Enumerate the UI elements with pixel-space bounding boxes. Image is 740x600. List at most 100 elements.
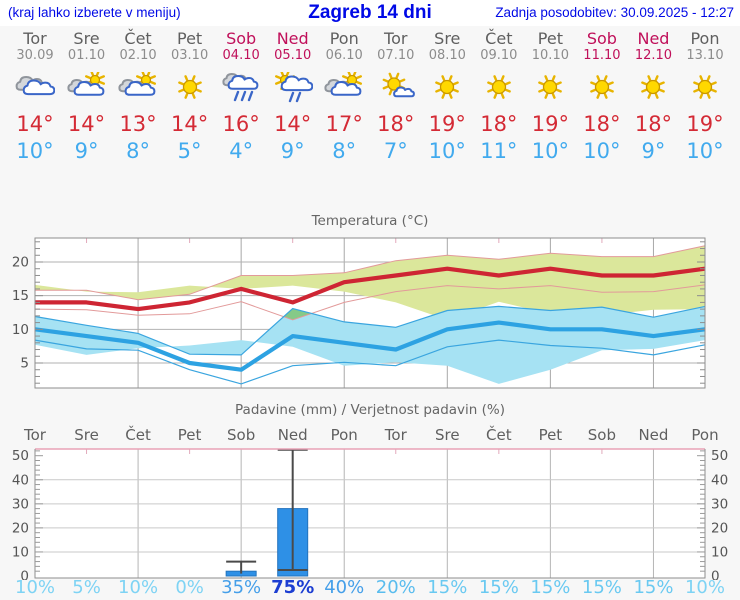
- precip-day-label: Pet: [538, 426, 563, 444]
- svg-text:0: 0: [20, 569, 29, 581]
- day-name: Ned: [276, 29, 309, 48]
- day-column: Čet 09.10 18° 11°: [471, 30, 527, 166]
- day-min-temp: 10°: [583, 139, 621, 163]
- svg-text:20: 20: [12, 520, 29, 536]
- precip-day-label: Sre: [74, 426, 99, 444]
- sun-rain-icon: [265, 70, 321, 103]
- precip-probability: 10%: [684, 577, 725, 598]
- day-name: Čet: [485, 29, 513, 48]
- precip-probability: 10%: [14, 577, 56, 598]
- cloud-icon: [7, 72, 63, 103]
- svg-text:10: 10: [711, 544, 728, 560]
- precip-probability: 15%: [530, 577, 571, 598]
- day-date: 10.10: [531, 48, 569, 63]
- svg-text:10: 10: [12, 544, 29, 560]
- sun-cloud-icon: [316, 70, 372, 103]
- svg-text:5: 5: [20, 355, 29, 371]
- precip-day-label: Tor: [384, 426, 407, 444]
- precip-day-label: Sob: [227, 426, 256, 444]
- day-date: 11.10: [583, 48, 621, 63]
- day-name: Tor: [384, 29, 408, 48]
- day-max-temp: 14°: [170, 112, 209, 136]
- day-min-temp: 10°: [428, 139, 466, 163]
- svg-text:15: 15: [12, 288, 29, 304]
- day-min-temp: 9°: [74, 139, 99, 163]
- precip-day-label: Pon: [330, 426, 358, 444]
- day-min-temp: 8°: [332, 139, 357, 163]
- day-column: Sre 08.10 19° 10°: [419, 30, 475, 166]
- day-column: Tor 07.10 18° 7°: [368, 30, 424, 166]
- svg-text:40: 40: [711, 472, 728, 488]
- sun-icon: [625, 72, 681, 103]
- precip-day-label: Ned: [277, 426, 308, 444]
- temperature-chart: 5 10 15 20: [12, 237, 706, 389]
- day-name: Čet: [124, 29, 152, 48]
- day-column: Ned 05.10 14° 9°: [265, 30, 321, 166]
- day-date: 12.10: [634, 48, 673, 63]
- day-name: Pon: [690, 29, 720, 48]
- day-name: Pet: [177, 29, 203, 48]
- location-menu-hint: (kraj lahko izberete v meniju): [8, 5, 181, 20]
- sun-icon: [677, 72, 733, 103]
- day-date: 30.09: [16, 48, 54, 63]
- day-max-temp: 18°: [634, 112, 673, 136]
- precip-day-label: Pon: [691, 426, 719, 444]
- day-date: 05.10: [274, 48, 312, 63]
- precip-probability: 35%: [221, 577, 262, 598]
- day-name: Sre: [434, 29, 461, 48]
- day-min-temp: 4°: [229, 139, 254, 163]
- day-min-temp: 7°: [383, 139, 408, 163]
- precip-probability: 15%: [633, 577, 674, 598]
- precip-day-label: Sob: [587, 426, 617, 444]
- precip-day-label: Čet: [125, 426, 151, 444]
- day-max-temp: 18°: [480, 112, 518, 136]
- day-min-temp: 5°: [177, 139, 202, 163]
- day-column: Čet 02.10 13° 8°: [110, 30, 166, 166]
- sun-icon: [419, 72, 475, 103]
- precipitation-chart: 0 0 10 10 20 20 30 30 40 40 50 50: [12, 448, 728, 581]
- sun-icon: [162, 72, 218, 103]
- day-date: 08.10: [428, 48, 466, 63]
- precip-probability: 40%: [324, 577, 365, 598]
- day-column: Pet 10.10 19° 10°: [522, 30, 578, 166]
- temperature-chart-title: Temperatura (°C): [311, 213, 429, 229]
- svg-text:30: 30: [12, 496, 29, 512]
- sun-cloud-icon: [59, 70, 115, 103]
- day-column: Pon 13.10 19° 10°: [677, 30, 733, 166]
- day-min-temp: 9°: [641, 139, 666, 163]
- day-date: 09.10: [480, 48, 518, 63]
- day-max-temp: 18°: [377, 112, 415, 136]
- day-date: 13.10: [686, 48, 724, 63]
- day-min-temp: 10°: [686, 139, 724, 163]
- svg-text:40: 40: [12, 472, 29, 488]
- page-title: Zagreb 14 dni: [308, 2, 432, 23]
- sun-small-cloud-icon: [368, 72, 424, 103]
- day-min-temp: 11°: [480, 139, 518, 163]
- svg-text:0: 0: [711, 569, 720, 581]
- day-max-temp: 13°: [119, 112, 157, 136]
- day-max-temp: 16°: [222, 112, 260, 136]
- day-min-temp: 9°: [280, 139, 305, 163]
- svg-text:20: 20: [12, 255, 29, 271]
- day-min-temp: 8°: [126, 139, 150, 163]
- day-name: Sob: [586, 29, 617, 48]
- day-max-temp: 14°: [67, 112, 106, 136]
- precip-day-label: Ned: [638, 426, 669, 444]
- sun-icon: [574, 72, 630, 103]
- sun-icon: [522, 72, 578, 103]
- day-column: Pon 06.10 17° 8°: [316, 30, 372, 166]
- day-column: Pet 03.10 14° 5°: [162, 30, 218, 166]
- day-name: Sre: [73, 29, 100, 48]
- day-date: 03.10: [171, 48, 209, 63]
- precip-probability: 15%: [427, 577, 468, 598]
- day-column: Sob 11.10 18° 10°: [574, 30, 630, 166]
- page-header: (kraj lahko izberete v meniju) Zagreb 14…: [0, 0, 740, 26]
- day-max-temp: 14°: [274, 112, 312, 136]
- precip-probability: 10%: [118, 577, 159, 598]
- day-column: Sob 04.10 16° 4°: [213, 30, 269, 166]
- day-column: Ned 12.10 18° 9°: [625, 30, 681, 166]
- svg-text:20: 20: [711, 520, 728, 536]
- day-name: Ned: [637, 29, 670, 48]
- precip-probability: 5%: [72, 577, 101, 598]
